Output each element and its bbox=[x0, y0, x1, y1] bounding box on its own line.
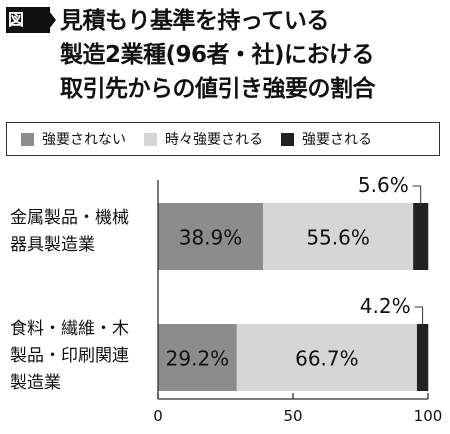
category-label-food-line-2: 製品・印刷関連 bbox=[10, 346, 129, 366]
figure-badge: 図 bbox=[6, 7, 50, 33]
category-label-food: 食料・繊維・木 製品・印刷関連 製造業 bbox=[10, 316, 129, 397]
bar-segment-food-forced bbox=[416, 324, 429, 391]
category-label-metal-line-1: 金属製品・機械 bbox=[10, 208, 129, 228]
category-label-food-line-1: 食料・繊維・木 bbox=[10, 319, 129, 339]
data-label-metal-not-forced: 38.9% bbox=[179, 226, 243, 250]
data-label-food-forced: 4.2% bbox=[360, 294, 411, 318]
title-line-2: 製造2業種(96者・社)における bbox=[60, 42, 375, 68]
legend-swatch-sometimes bbox=[144, 132, 157, 146]
badge-arrow-icon bbox=[46, 7, 56, 33]
legend-label-sometimes: 時々強要される bbox=[165, 132, 263, 148]
bar-segment-metal-not-forced bbox=[158, 203, 264, 270]
x-tick-label-100: 100 bbox=[414, 407, 443, 425]
legend-label-forced: 強要される bbox=[302, 132, 372, 148]
data-label-food-sometimes: 66.7% bbox=[295, 347, 359, 371]
data-label-food-not-forced: 29.2% bbox=[166, 347, 230, 371]
category-label-metal: 金属製品・機械 器具製造業 bbox=[10, 205, 129, 259]
data-label-metal-forced: 5.6% bbox=[358, 173, 409, 197]
legend: 強要されない 時々強要される 強要される bbox=[6, 122, 440, 156]
legend-swatch-not-forced bbox=[21, 132, 34, 146]
legend-label-not-forced: 強要されない bbox=[42, 132, 126, 148]
legend-swatch-forced bbox=[281, 132, 294, 146]
bar-segment-metal-sometimes bbox=[263, 203, 414, 270]
title-line-3: 取引先からの値引き強要の割合 bbox=[60, 76, 376, 102]
leader-line-metal bbox=[412, 185, 422, 206]
legend-item-forced: 強要される bbox=[281, 129, 372, 149]
chart-header: 図 見積もり基準を持っている 製造2業種(96者・社)における 取引先からの値引… bbox=[0, 0, 450, 112]
category-label-metal-line-2: 器具製造業 bbox=[10, 235, 95, 255]
leader-line-food bbox=[414, 306, 424, 327]
x-tick-label-0: 0 bbox=[153, 407, 163, 425]
legend-item-sometimes: 時々強要される bbox=[144, 129, 263, 149]
bar-segment-food-not-forced bbox=[158, 324, 237, 391]
bar-segment-metal-forced bbox=[413, 203, 429, 270]
data-label-metal-sometimes: 55.6% bbox=[306, 226, 370, 250]
title-line-1: 見積もり基準を持っている bbox=[60, 8, 329, 34]
legend-item-not-forced: 強要されない bbox=[21, 129, 126, 149]
bar-segment-food-sometimes bbox=[236, 324, 417, 391]
chart-title: 見積もり基準を持っている 製造2業種(96者・社)における 取引先からの値引き強… bbox=[60, 4, 445, 106]
x-tick-label-50: 50 bbox=[283, 407, 302, 425]
category-label-food-line-3: 製造業 bbox=[10, 373, 61, 393]
